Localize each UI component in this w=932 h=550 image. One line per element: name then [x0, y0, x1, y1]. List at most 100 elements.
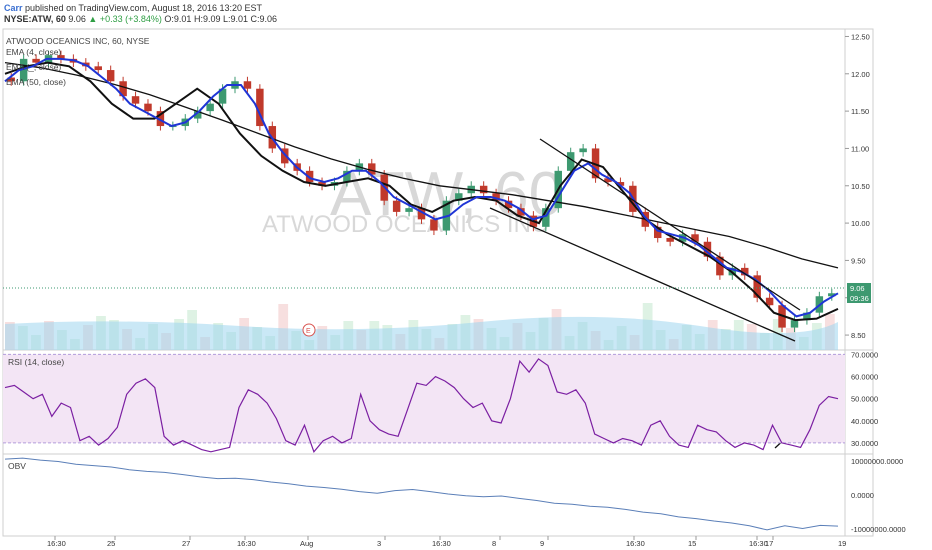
candle-body: [504, 200, 513, 209]
candle-body: [492, 193, 500, 201]
watermark-company: ATWOOD OCEANICS INC: [262, 211, 548, 238]
candle-body: [19, 58, 28, 82]
obv-pane[interactable]: [2, 453, 874, 537]
time-tick-label: 27: [182, 539, 190, 548]
publisher-name[interactable]: Carr: [4, 3, 23, 13]
obv-label[interactable]: OBV: [8, 461, 26, 471]
obv-tick-label: -10000000.0000: [851, 525, 906, 534]
candle-body: [256, 88, 264, 127]
ema-50-line: [4, 61, 839, 269]
candle-body: [430, 219, 438, 231]
candle-body: [144, 103, 152, 112]
time-tick-label: 16:30: [237, 539, 256, 548]
time-tick-label: 16:30: [47, 539, 66, 548]
candle-body: [106, 70, 115, 82]
obv-tick-label: 10000000.0000: [851, 457, 903, 466]
price-tick-label: 9.50: [851, 256, 866, 265]
obv-line: [4, 457, 839, 531]
published-text: published on TradingView.com, August 18,…: [25, 3, 263, 13]
earnings-marker-icon[interactable]: [302, 323, 316, 337]
candle-body: [343, 170, 351, 183]
rsi-tick-label: 30.0000: [851, 439, 878, 448]
last-price-badge-text: 9.06: [850, 284, 865, 293]
last-price-badge: [847, 283, 871, 293]
ohlc-values: O:9.01 H:9.09 L:9.01 C:9.06: [164, 14, 277, 24]
candle-body: [828, 293, 836, 297]
obv-layer: [4, 457, 839, 531]
price-tick-label: 11.00: [851, 144, 869, 153]
countdown-badge: [847, 293, 871, 303]
candle-body: [218, 88, 227, 104]
price-axis[interactable]: 12.5012.0011.5011.0010.5010.009.509.008.…: [845, 32, 906, 534]
candle-body: [32, 58, 40, 63]
channel-lower-trendline[interactable]: [489, 207, 796, 342]
time-tick-label: 15: [688, 539, 696, 548]
volume-ma-area: [5, 316, 838, 350]
candle-body: [417, 208, 426, 220]
candle-body: [753, 275, 761, 298]
candle-body: [716, 256, 724, 276]
candle-body: [591, 148, 600, 179]
time-tick-label: Aug: [300, 539, 313, 548]
candle-body: [765, 297, 774, 306]
volume-layer: [5, 303, 838, 350]
candle-body: [741, 267, 749, 276]
legend-ema-slow[interactable]: EMA (_, close): [6, 62, 62, 72]
rsi-label[interactable]: RSI (14, close): [8, 357, 65, 367]
candle-body: [542, 208, 550, 227]
price-tick-label: 12.00: [851, 70, 870, 79]
symbol-line: NYSE:ATW, 60 9.06 ▲ +0.33 (+3.84%) O:9.0…: [4, 14, 277, 25]
candle-body: [604, 178, 612, 183]
legend-ema-fast[interactable]: EMA (4, close): [6, 47, 62, 57]
rsi-tick-label: 50.0000: [851, 395, 878, 404]
symbol: NYSE:ATW, 60: [4, 14, 66, 24]
price-tick-label: 12.50: [851, 32, 870, 41]
price-tick-label: 10.50: [851, 182, 870, 191]
time-tick-label: 16:30: [432, 539, 451, 548]
last-price: 9.06: [68, 14, 86, 24]
candle-body: [455, 193, 463, 201]
price-change: +0.33 (+3.84%): [99, 14, 162, 24]
rsi-tick-label: 70.0000: [851, 350, 878, 359]
candle-body: [206, 103, 214, 112]
candle-body: [691, 234, 699, 242]
candle-body: [666, 238, 674, 242]
ema-fast-line: [4, 57, 839, 318]
candle-body: [517, 208, 525, 216]
time-tick-label: 3: [377, 539, 381, 548]
candle-body: [131, 96, 140, 104]
candle-body: [94, 66, 102, 71]
candle-body: [7, 77, 15, 82]
price-tick-label: 8.50: [851, 331, 866, 340]
channel-upper-trendline[interactable]: [539, 138, 801, 311]
candle-body: [193, 111, 202, 119]
candle-body: [281, 148, 289, 164]
ema-layer: [4, 57, 839, 322]
time-tick-label: 17: [765, 539, 773, 548]
legend-ema-50[interactable]: EMA (50, close): [6, 77, 66, 87]
candle-body: [405, 208, 413, 212]
countdown-badge-text: 09:36: [850, 294, 869, 303]
candle-body: [616, 182, 625, 186]
candle-body: [479, 185, 488, 194]
time-tick-label: 16:30: [626, 539, 645, 548]
rsi-line: [4, 358, 839, 453]
time-tick-label: 16:30: [749, 539, 768, 548]
earnings-marker-label: E: [306, 328, 311, 335]
candle-body: [368, 163, 376, 175]
rsi-band: [3, 354, 845, 443]
candle-body: [579, 148, 587, 153]
rsi-tick-label: 40.0000: [851, 417, 878, 426]
candle-body: [119, 81, 127, 97]
time-tick-label: 25: [107, 539, 115, 548]
candle-body: [653, 226, 662, 239]
publish-line: Carr published on TradingView.com, Augus…: [4, 3, 262, 14]
candle-body: [803, 312, 811, 321]
ema-slow-line: [4, 61, 839, 322]
price-pane[interactable]: [2, 28, 874, 351]
candle-body: [790, 320, 799, 328]
candle-body: [156, 111, 165, 127]
time-tick-label: 8: [492, 539, 496, 548]
